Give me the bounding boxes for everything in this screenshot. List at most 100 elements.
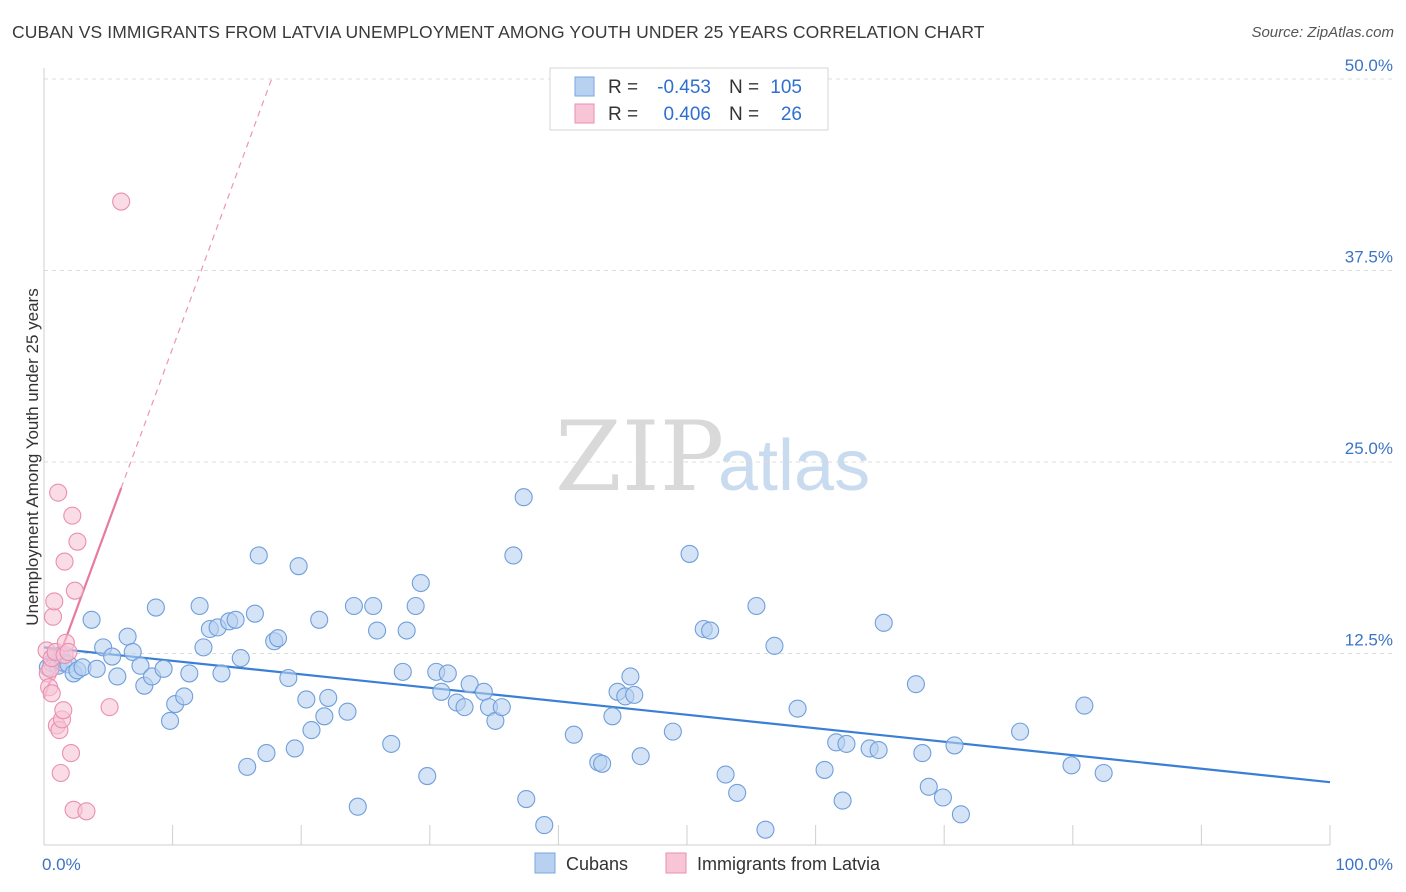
legend-r-label-latvia: R = [608, 104, 638, 125]
point-cubans [103, 647, 122, 666]
point-latvia [55, 552, 74, 571]
point-cubans [338, 702, 357, 721]
point-cubans [504, 546, 523, 565]
point-latvia [49, 483, 68, 502]
point-cubans [593, 754, 612, 773]
point-cubans [625, 685, 644, 704]
bottom-legend-label-cubans: Cubans [566, 854, 628, 874]
point-cubans [747, 596, 766, 616]
point-cubans [257, 744, 276, 763]
point-cubans [438, 664, 457, 683]
stats-legend: R = -0.453 N = 105 R = 0.406 N = 26 [549, 67, 829, 131]
point-latvia [59, 642, 78, 662]
point-cubans [951, 805, 970, 824]
gridlines [44, 78, 1392, 654]
point-cubans [238, 757, 257, 776]
legend-swatch-latvia [574, 103, 595, 124]
point-latvia [42, 684, 61, 703]
point-cubans [1094, 763, 1113, 783]
point-cubans [945, 736, 964, 755]
point-latvia [77, 802, 96, 821]
point-cubans [680, 544, 699, 563]
legend-r-value-latvia: 0.406 [663, 104, 711, 125]
point-cubans [269, 629, 288, 648]
point-cubans [418, 767, 437, 786]
point-cubans [108, 667, 127, 686]
watermark-atlas: atlas [718, 426, 870, 506]
bottom-legend-swatch-latvia [665, 852, 687, 874]
point-cubans [154, 659, 173, 678]
point-latvia [61, 744, 81, 763]
point-cubans [1062, 756, 1081, 775]
y-tick-label: 50.0% [1345, 56, 1393, 75]
legend-n-label-latvia: N = [729, 104, 759, 125]
point-cubans [701, 621, 720, 640]
legend-r-value-cubans: -0.453 [657, 77, 711, 98]
point-cubans [194, 638, 213, 657]
point-cubans [663, 722, 682, 741]
point-cubans [344, 596, 363, 616]
point-latvia [100, 698, 119, 717]
point-cubans [913, 744, 932, 763]
point-cubans [535, 816, 554, 835]
point-cubans [603, 707, 622, 726]
point-latvia [63, 506, 82, 525]
legend-r-label-cubans: R = [608, 77, 638, 98]
point-cubans [315, 707, 334, 726]
point-cubans [631, 747, 650, 766]
point-cubans [364, 596, 383, 616]
point-cubans [160, 711, 180, 730]
point-cubans [297, 690, 316, 709]
point-cubans [455, 698, 474, 717]
point-cubans [118, 627, 137, 646]
point-cubans [514, 488, 533, 507]
point-cubans [1011, 722, 1030, 741]
point-cubans [249, 546, 268, 565]
point-cubans [226, 610, 245, 629]
bottom-legend-swatch-cubans [534, 852, 556, 874]
point-cubans [212, 664, 231, 683]
point-latvia [43, 607, 63, 626]
data-points [37, 192, 1113, 839]
point-latvia [112, 192, 131, 211]
point-cubans [82, 610, 101, 629]
point-cubans [919, 777, 938, 796]
trend-line-cubans [43, 646, 1331, 784]
point-cubans [833, 791, 852, 810]
point-cubans [933, 788, 952, 807]
y-tick-label: 25.0% [1345, 439, 1393, 458]
point-cubans [716, 765, 735, 784]
point-latvia [54, 701, 73, 720]
point-cubans [285, 739, 304, 758]
point-cubans [621, 667, 640, 686]
point-cubans [406, 596, 425, 616]
point-cubans [397, 621, 416, 640]
point-cubans [564, 725, 583, 744]
trend-line-latvia-extension [120, 78, 273, 489]
point-cubans [411, 573, 430, 593]
point-cubans [393, 662, 412, 681]
bottom-legend-label-latvia: Immigrants from Latvia [697, 854, 881, 874]
point-cubans [756, 820, 775, 839]
point-cubans [310, 610, 329, 629]
point-cubans [146, 598, 165, 617]
point-cubans [517, 789, 536, 809]
point-cubans [368, 621, 387, 640]
point-cubans [245, 604, 264, 623]
watermark-zip: ZIP [555, 401, 724, 513]
point-latvia [51, 763, 70, 783]
source-label: Source: ZipAtlas.com [1251, 24, 1394, 41]
point-cubans [1075, 696, 1094, 715]
point-cubans [874, 613, 893, 632]
point-cubans [869, 740, 888, 760]
point-cubans [190, 596, 209, 616]
point-cubans [131, 656, 150, 675]
point-cubans [906, 675, 925, 694]
point-cubans [837, 734, 856, 753]
tick-labels: 12.5% 25.0% 37.5% 50.0% 0.0% 100.0% [42, 56, 1393, 874]
legend-n-value-cubans: 105 [770, 77, 802, 98]
point-cubans [180, 664, 199, 683]
x-tick-label: 0.0% [42, 855, 81, 874]
point-cubans [815, 760, 834, 779]
